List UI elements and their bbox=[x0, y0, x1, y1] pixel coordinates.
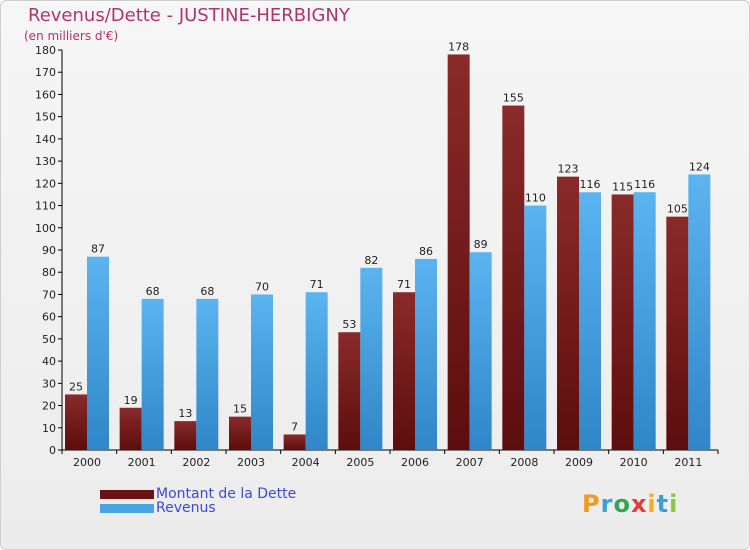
debt-value-label: 178 bbox=[448, 40, 469, 53]
logo-letter: t bbox=[656, 490, 670, 518]
debt-value-label: 25 bbox=[69, 380, 83, 393]
revenue-bar bbox=[305, 292, 328, 450]
legend-debt: Montant de la Dette bbox=[100, 486, 297, 502]
legend-revenue-label: Revenus bbox=[156, 500, 216, 516]
debt-value-label: 15 bbox=[233, 403, 247, 416]
revenue-bar bbox=[524, 205, 547, 450]
y-tick-label: 30 bbox=[42, 377, 56, 390]
debt-bar bbox=[447, 54, 470, 450]
debt-bar bbox=[611, 194, 634, 450]
y-tick-label: 50 bbox=[42, 333, 56, 346]
y-tick-label: 90 bbox=[42, 244, 56, 257]
y-tick-label: 140 bbox=[35, 133, 56, 146]
x-tick-label: 2009 bbox=[565, 456, 593, 469]
x-tick-label: 2002 bbox=[182, 456, 210, 469]
legend-revenue: Revenus bbox=[100, 500, 216, 516]
debt-value-label: 19 bbox=[124, 394, 138, 407]
debt-bar bbox=[283, 434, 306, 450]
revenue-value-label: 68 bbox=[200, 285, 214, 298]
debt-bar bbox=[65, 394, 87, 450]
debt-bar bbox=[393, 292, 415, 450]
revenue-value-label: 71 bbox=[310, 278, 324, 291]
revenue-bar bbox=[688, 174, 711, 450]
y-tick-label: 60 bbox=[42, 311, 56, 324]
y-tick-label: 100 bbox=[35, 222, 56, 235]
proxiti-logo: Proxiti bbox=[582, 490, 678, 518]
y-tick-label: 80 bbox=[42, 266, 56, 279]
revenue-bar bbox=[360, 267, 383, 450]
revenue-value-label: 110 bbox=[525, 192, 546, 205]
debt-value-label: 123 bbox=[558, 163, 579, 176]
y-tick-label: 120 bbox=[35, 177, 56, 190]
revenue-value-label: 124 bbox=[689, 160, 710, 173]
legend-revenue-swatch bbox=[100, 503, 154, 513]
legend-debt-swatch bbox=[100, 489, 154, 499]
revenue-value-label: 70 bbox=[255, 280, 269, 293]
legend-debt-label: Montant de la Dette bbox=[156, 486, 297, 502]
logo-letter: i bbox=[647, 490, 657, 518]
y-tick-label: 180 bbox=[35, 44, 56, 57]
debt-value-label: 13 bbox=[178, 407, 192, 420]
debt-bar bbox=[502, 105, 525, 451]
debt-bar bbox=[229, 416, 251, 450]
y-tick-label: 0 bbox=[49, 444, 56, 457]
revenue-bar bbox=[141, 298, 164, 450]
y-tick-label: 150 bbox=[35, 111, 56, 124]
revenue-value-label: 89 bbox=[474, 238, 488, 251]
debt-value-label: 155 bbox=[503, 92, 524, 105]
x-tick-label: 2001 bbox=[128, 456, 156, 469]
x-tick-label: 2010 bbox=[620, 456, 648, 469]
debt-bar bbox=[338, 332, 361, 450]
revenue-bar bbox=[469, 252, 492, 450]
y-tick-label: 110 bbox=[35, 200, 56, 213]
debt-value-label: 7 bbox=[291, 420, 298, 433]
y-tick-label: 160 bbox=[35, 88, 56, 101]
revenue-bar bbox=[633, 192, 656, 450]
revenue-bar bbox=[87, 256, 109, 450]
logo-letter: o bbox=[613, 490, 631, 518]
logo-letter: x bbox=[630, 490, 648, 518]
y-tick-label: 10 bbox=[42, 422, 56, 435]
logo-letter: r bbox=[600, 490, 614, 518]
x-tick-label: 2007 bbox=[456, 456, 484, 469]
x-tick-label: 2000 bbox=[73, 456, 101, 469]
revenue-value-label: 116 bbox=[580, 178, 601, 191]
x-tick-label: 2004 bbox=[292, 456, 320, 469]
revenue-bar bbox=[415, 258, 437, 450]
debt-bar bbox=[557, 176, 579, 450]
revenue-value-label: 87 bbox=[91, 243, 105, 256]
y-tick-label: 40 bbox=[42, 355, 56, 368]
x-tick-label: 2006 bbox=[401, 456, 429, 469]
x-tick-label: 2008 bbox=[510, 456, 538, 469]
logo-letter: P bbox=[582, 490, 601, 518]
y-tick-label: 130 bbox=[35, 155, 56, 168]
revenue-bar bbox=[579, 192, 601, 450]
debt-value-label: 53 bbox=[342, 318, 356, 331]
debt-bar bbox=[174, 421, 197, 450]
y-tick-label: 70 bbox=[42, 288, 56, 301]
chart-title: Revenus/Dette - JUSTINE-HERBIGNY bbox=[28, 5, 350, 26]
logo-letter: i bbox=[669, 490, 679, 518]
debt-value-label: 105 bbox=[667, 203, 688, 216]
debt-bar bbox=[119, 407, 142, 450]
debt-value-label: 71 bbox=[397, 278, 411, 291]
revenue-value-label: 86 bbox=[419, 245, 433, 258]
revenue-value-label: 68 bbox=[146, 285, 160, 298]
revenue-bar bbox=[196, 298, 219, 450]
y-tick-label: 20 bbox=[42, 400, 56, 413]
x-tick-label: 2011 bbox=[674, 456, 702, 469]
x-tick-label: 2003 bbox=[237, 456, 265, 469]
y-tick-label: 170 bbox=[35, 66, 56, 79]
debt-value-label: 115 bbox=[612, 180, 633, 193]
x-tick-label: 2005 bbox=[346, 456, 374, 469]
chart-subtitle: (en milliers d'€) bbox=[24, 29, 119, 43]
revenue-bar bbox=[251, 294, 273, 450]
revenue-value-label: 82 bbox=[364, 254, 378, 267]
debt-bar bbox=[666, 216, 689, 450]
revenue-value-label: 116 bbox=[634, 178, 655, 191]
